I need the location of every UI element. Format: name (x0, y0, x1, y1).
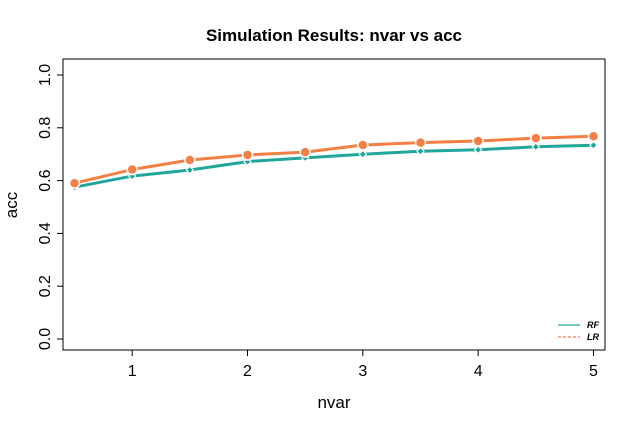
series-lr (68, 130, 600, 189)
data-point-lr (184, 154, 196, 166)
legend-label-lr: LR (587, 332, 599, 342)
x-tick-label: 2 (243, 363, 252, 380)
data-point-rf (531, 142, 541, 152)
legend: RF LR (558, 320, 599, 342)
x-tick-label: 3 (358, 363, 367, 380)
y-tick-label: 0.8 (37, 117, 54, 139)
data-point-rf (416, 146, 425, 156)
x-tick-label: 5 (589, 363, 598, 380)
y-tick-label: 0.6 (37, 169, 54, 191)
legend-label-rf: RF (587, 320, 599, 330)
data-point-lr (68, 177, 81, 189)
y-axis-label: acc (2, 191, 21, 218)
series-line-rf (73, 143, 595, 189)
data-point-lr (587, 130, 600, 142)
data-point-lr (241, 149, 254, 161)
x-axis: 1 2 3 4 5 (128, 350, 598, 380)
y-tick-label: 0.4 (37, 222, 54, 244)
y-tick-label: 1.0 (37, 64, 54, 86)
y-tick-label: 0.0 (37, 328, 54, 350)
series-layer (68, 130, 600, 192)
y-axis: 0.0 0.2 0.4 0.6 0.8 1.0 (37, 64, 63, 350)
data-point-lr (530, 132, 542, 144)
data-point-lr (357, 139, 369, 151)
plot-frame (62, 58, 606, 351)
series-line-lr (73, 134, 595, 185)
x-tick-label: 1 (128, 363, 137, 380)
data-point-lr (299, 146, 311, 158)
data-point-rf (185, 165, 195, 175)
x-tick-label: 4 (474, 363, 483, 380)
data-point-rf (473, 145, 483, 155)
data-point-lr (414, 136, 427, 149)
chart-title: Simulation Results: nvar vs acc (206, 26, 462, 45)
y-tick-label: 0.2 (37, 275, 54, 297)
data-point-rf (358, 149, 368, 159)
x-axis-label: nvar (317, 393, 350, 412)
data-point-rf (589, 140, 598, 150)
data-point-lr (126, 163, 138, 176)
data-point-lr (472, 135, 484, 147)
